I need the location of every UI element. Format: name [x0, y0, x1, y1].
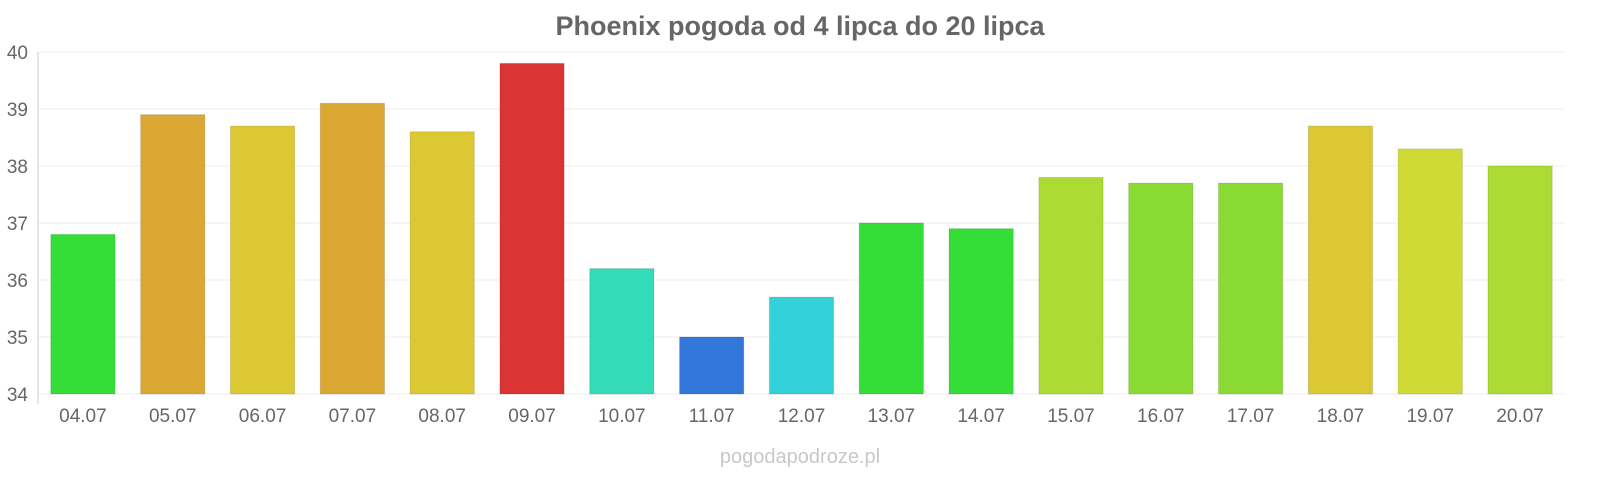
bar-07.07 [319, 102, 385, 395]
bar-18.07 [1307, 125, 1374, 395]
y-tick-label: 38 [7, 157, 28, 178]
bars [50, 62, 1553, 395]
x-tick-label: 06.07 [239, 406, 287, 427]
x-tick-label: 12.07 [778, 406, 826, 427]
bar-20.07 [1487, 165, 1553, 395]
x-tick-label: 17.07 [1227, 406, 1275, 427]
x-tick-label: 08.07 [418, 406, 466, 427]
bar-15.07 [1038, 176, 1104, 395]
x-tick-label: 10.07 [598, 406, 646, 427]
y-tick-label: 34 [7, 385, 29, 406]
x-tick-label: 19.07 [1406, 406, 1454, 427]
y-tick-label: 36 [7, 271, 28, 292]
bar-13.07 [858, 222, 924, 395]
x-tick-label: 16.07 [1137, 406, 1185, 427]
bar-05.07 [140, 114, 206, 395]
bar-17.07 [1218, 182, 1284, 395]
x-tick-label: 09.07 [508, 406, 556, 427]
y-tick-label: 37 [7, 214, 28, 235]
bar-08.07 [409, 131, 475, 395]
x-tick-label: 13.07 [868, 406, 916, 427]
bar-04.07 [50, 233, 116, 395]
bar-19.07 [1397, 148, 1463, 395]
bar-14.07 [948, 228, 1014, 395]
bar-06.07 [229, 125, 296, 395]
x-tick-label: 20.07 [1496, 406, 1544, 427]
y-tick-label: 39 [7, 100, 28, 121]
y-tick-label: 35 [7, 328, 28, 349]
x-tick-label: 18.07 [1317, 406, 1365, 427]
bar-12.07 [768, 296, 835, 395]
x-tick-label: 05.07 [149, 406, 197, 427]
x-tick-label: 04.07 [59, 406, 107, 427]
x-tick-label: 14.07 [957, 406, 1005, 427]
watermark-text: pogodapodroze.pl [720, 446, 880, 468]
tick-labels: 34 35 36 37 38 39 40 04.07 05.07 06.07 07.07 08.07 0… [7, 43, 1544, 427]
bar-11.07 [679, 336, 745, 395]
y-tick-label: 40 [7, 43, 28, 64]
bar-09.07 [499, 62, 565, 395]
bar-10.07 [589, 268, 655, 395]
x-tick-label: 07.07 [329, 406, 377, 427]
x-tick-label: 15.07 [1047, 406, 1095, 427]
x-tick-label: 11.07 [689, 406, 735, 427]
bar-16.07 [1128, 182, 1194, 395]
chart-title: Phoenix pogoda od 4 lipca do 20 lipca [555, 11, 1045, 41]
